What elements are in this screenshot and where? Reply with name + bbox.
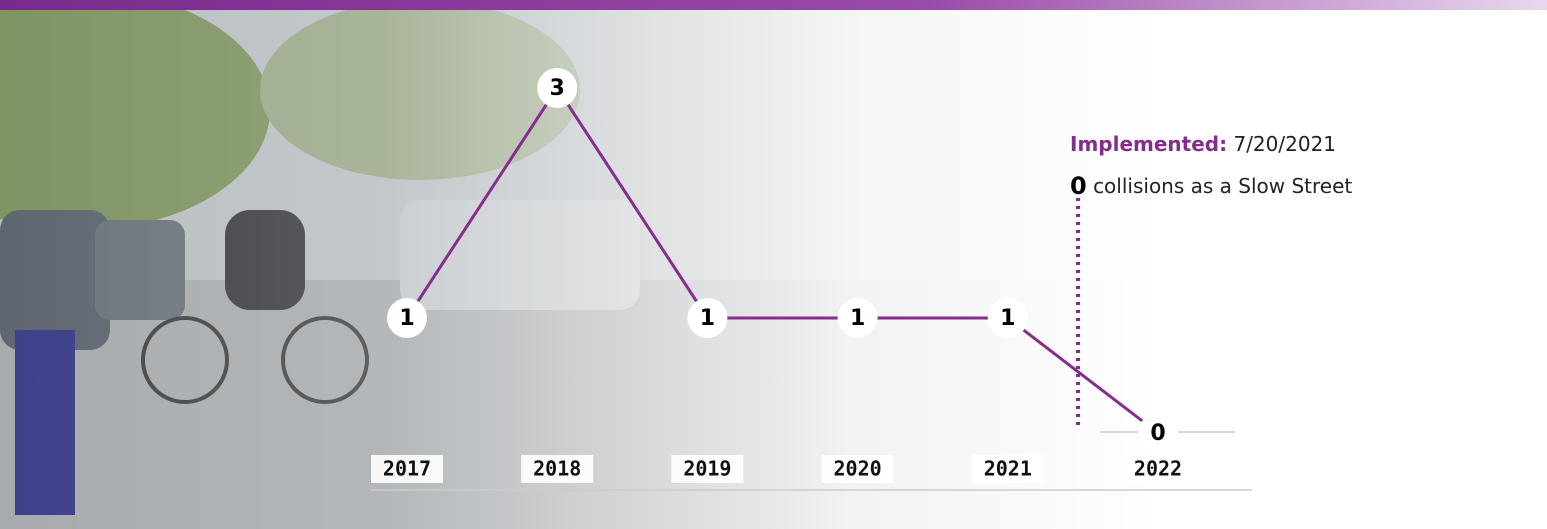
annotation-count: 0 bbox=[1070, 172, 1087, 200]
year-label-bg bbox=[521, 455, 594, 483]
data-label: 3 bbox=[550, 76, 565, 101]
year-label-bg bbox=[821, 455, 894, 483]
data-label: 1 bbox=[700, 306, 715, 331]
annotation-implemented: Implemented: 7/20/2021 bbox=[1070, 132, 1336, 156]
annotation-date: 7/20/2021 bbox=[1233, 132, 1336, 156]
year-label-bg bbox=[371, 455, 443, 483]
point bbox=[387, 298, 427, 338]
x-tick-label: 2021 bbox=[984, 457, 1032, 481]
x-tick-label: 2018 bbox=[533, 457, 581, 481]
x-tick-label: 2020 bbox=[834, 457, 882, 481]
x-tick-label: 2017 bbox=[383, 457, 431, 481]
point bbox=[687, 298, 728, 338]
point bbox=[537, 68, 578, 108]
x-tick-label: 2019 bbox=[683, 457, 731, 481]
data-label: 1 bbox=[850, 306, 865, 331]
data-label: 1 bbox=[1000, 306, 1015, 331]
data-label: 1 bbox=[399, 306, 414, 331]
year-label-bg bbox=[1122, 455, 1194, 483]
annotation-label: Implemented: bbox=[1070, 132, 1227, 156]
point bbox=[987, 298, 1028, 338]
data-label: 0 bbox=[1150, 421, 1165, 446]
point bbox=[837, 298, 878, 338]
annotation-collisions: 0 collisions as a Slow Street bbox=[1070, 172, 1352, 200]
year-label-bg bbox=[671, 455, 744, 483]
annotation-note: collisions as a Slow Street bbox=[1093, 174, 1352, 198]
x-tick-label: 2022 bbox=[1134, 457, 1182, 481]
collision-line bbox=[405, 85, 1159, 435]
point bbox=[1138, 413, 1178, 453]
year-label-bg bbox=[971, 455, 1044, 483]
